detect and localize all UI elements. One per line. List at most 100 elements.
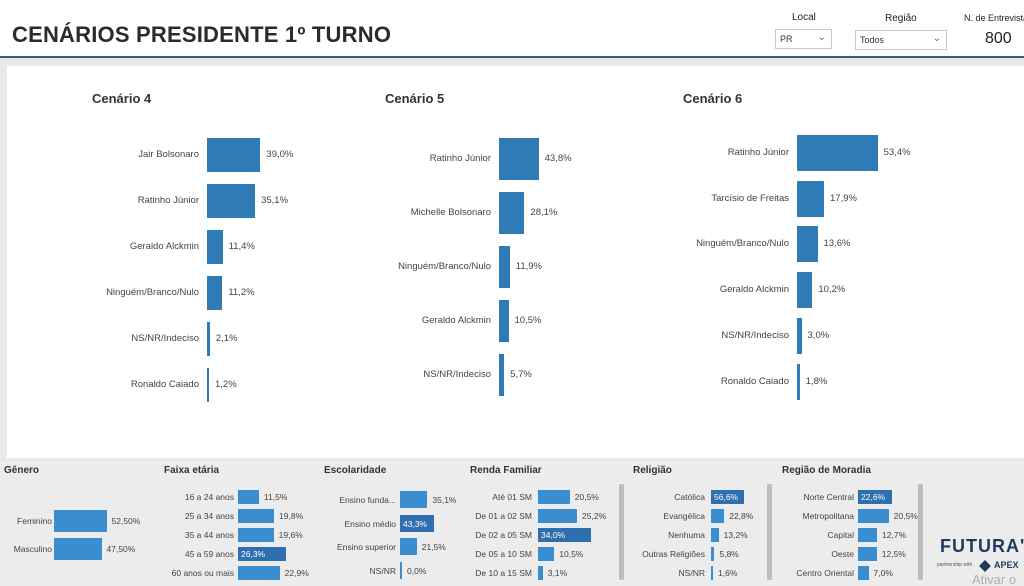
- row-de-05-a-10-sm[interactable]: De 05 a 10 SM 10,5%: [470, 547, 620, 561]
- row-bar: [538, 490, 570, 504]
- row-de-02-a-05-sm[interactable]: De 02 a 05 SM 34,0%: [470, 528, 620, 542]
- row-ensino-superior[interactable]: Ensino superior 21,5%: [324, 538, 464, 555]
- row-value: 12,5%: [881, 549, 906, 559]
- row-norte-central[interactable]: Norte Central 22,6%: [782, 490, 922, 504]
- row-16-a-24-anos[interactable]: 16 a 24 anos 11,5%: [164, 490, 319, 504]
- row-bar: [711, 509, 725, 523]
- row-value: 19,6%: [278, 530, 303, 540]
- bar-value-ronaldo-caiado: 1,2%: [215, 379, 237, 390]
- row-de-01-a-02-sm[interactable]: De 01 a 02 SM 25,2%: [470, 509, 620, 523]
- row-feminino[interactable]: Feminino 52,50%: [4, 510, 154, 532]
- bar-ronaldo-caiado[interactable]: [207, 368, 209, 402]
- scenario-5-chart: Cenário 5 Ratinho Júnior 43,8% Michelle Bol…: [7, 66, 627, 458]
- bar-tarcisio-de-freitas[interactable]: [797, 181, 825, 217]
- bar-geraldo-alckmin[interactable]: [797, 272, 813, 308]
- bar-label-ninguem-branco-nulo: Ninguém/Branco/Nulo: [696, 238, 789, 249]
- bar-label-tarcisio-de-freitas: Tarcísio de Freitas: [711, 193, 789, 204]
- bar-value-geraldo-alckmin: 10,2%: [818, 284, 846, 295]
- row-bar: [858, 528, 878, 542]
- bar-value-ronaldo-caiado: 1,8%: [805, 376, 828, 387]
- row-label: Capital: [827, 530, 854, 540]
- bar-label-ronaldo-caiado: Ronaldo Caiado: [130, 379, 199, 390]
- row-ensino-funda[interactable]: Ensino funda... 35,1%: [324, 491, 464, 508]
- row-bar: [538, 509, 578, 523]
- row-oeste[interactable]: Oeste 12,5%: [782, 547, 922, 561]
- row-ns-nr[interactable]: NS/NR 0,0%: [324, 562, 464, 579]
- row-evangelica[interactable]: Evangélica 22,8%: [633, 509, 773, 523]
- row-bar: [400, 515, 434, 532]
- row-bar: [538, 528, 591, 542]
- row-ns-nr[interactable]: NS/NR 1,6%: [633, 566, 773, 580]
- row-60-anos-ou-mais[interactable]: 60 anos ou mais 22,9%: [164, 566, 319, 580]
- futura-logo: FUTURA': [940, 536, 1024, 556]
- bar-ratinho-junior[interactable]: [797, 135, 878, 171]
- bar-ninguem-branco-nulo[interactable]: [207, 276, 223, 310]
- row-centro-oriental[interactable]: Centro Oriental 7,0%: [782, 566, 922, 580]
- row-value: 13,2%: [723, 530, 748, 540]
- panel-title: Faixa etária: [164, 465, 220, 476]
- bar-label-ronaldo-caiado: Ronaldo Caiado: [720, 376, 789, 387]
- row-label: De 05 a 10 SM: [475, 549, 532, 559]
- bar-geraldo-alckmin[interactable]: [499, 300, 509, 342]
- row-ensino-medio[interactable]: Ensino médio 43,3%: [324, 515, 464, 532]
- row-label: NS/NR: [369, 565, 396, 576]
- bar-value-geraldo-alckmin: 11,4%: [228, 241, 255, 252]
- row-bar: [538, 547, 555, 561]
- row-value: 7,0%: [873, 568, 893, 578]
- renda-scrollbar[interactable]: [619, 484, 624, 580]
- bar-value-ninguem-branco-nulo: 11,9%: [515, 261, 542, 272]
- row-bar: [238, 547, 286, 561]
- row-bar: [538, 566, 543, 580]
- scenarios-panel: Cenário 4 Jair Bolsonaro 39,0% Ratinho Júni…: [7, 66, 1024, 458]
- bar-ns-nr-indeciso[interactable]: [499, 354, 505, 396]
- row-label: Metropolitana: [802, 511, 854, 521]
- panel-title: Renda Familiar: [470, 465, 542, 476]
- row-de-10-a-15-sm[interactable]: De 10 a 15 SM 3,1%: [470, 566, 620, 580]
- row-label: Outras Religiões: [642, 549, 705, 559]
- row-label: Feminino: [17, 516, 52, 526]
- regiao-filter-dropdown[interactable]: Todos ⌄: [855, 30, 947, 50]
- row-45-a-59-anos[interactable]: 45 a 59 anos 26,3%: [164, 547, 319, 561]
- row-25-a-34-anos[interactable]: 25 a 34 anos 19,8%: [164, 509, 319, 523]
- row-catolica[interactable]: Católica 56,6%: [633, 490, 773, 504]
- row-label: Norte Central: [803, 492, 854, 502]
- bar-ronaldo-caiado[interactable]: [797, 364, 800, 400]
- row-metropolitana[interactable]: Metropolitana 20,5%: [782, 509, 922, 523]
- row-nenhuma[interactable]: Nenhuma 13,2%: [633, 528, 773, 542]
- bar-michelle-bolsonaro[interactable]: [499, 192, 525, 234]
- bar-value-ratinho-junior: 35,1%: [261, 195, 289, 206]
- local-filter-label: Local: [792, 12, 816, 23]
- bar-geraldo-alckmin[interactable]: [207, 230, 223, 264]
- bar-ninguem-branco-nulo[interactable]: [797, 226, 818, 262]
- row-value: 10,5%: [559, 549, 584, 559]
- row-capital[interactable]: Capital 12,7%: [782, 528, 922, 542]
- activation-watermark: Ativar o: [972, 572, 1017, 586]
- local-filter-dropdown[interactable]: PR ⌄: [775, 29, 832, 49]
- row-value: 3,1%: [547, 568, 568, 578]
- row-bar: [858, 547, 877, 561]
- bar-ratinho-junior[interactable]: [499, 138, 539, 180]
- row-bar: [711, 547, 715, 561]
- row-label: NS/NR: [678, 568, 705, 578]
- panel-title: Gênero: [4, 465, 40, 476]
- row-value: 11,5%: [263, 492, 288, 502]
- bar-label-ratinho-junior: Ratinho Júnior: [137, 195, 199, 206]
- religiao-scrollbar[interactable]: [767, 484, 772, 580]
- bar-jair-bolsonaro[interactable]: [207, 138, 261, 172]
- bar-ns-nr-indeciso[interactable]: [797, 318, 802, 354]
- bar-ninguem-branco-nulo[interactable]: [499, 246, 510, 288]
- bar-ratinho-junior[interactable]: [207, 184, 256, 218]
- bar-label-jair-bolsonaro: Jair Bolsonaro: [138, 149, 199, 160]
- bar-label-geraldo-alckmin: Geraldo Alckmin: [129, 241, 199, 252]
- row-masculino[interactable]: Masculino 47,50%: [4, 538, 154, 560]
- row-35-a-44-anos[interactable]: 35 a 44 anos 19,6%: [164, 528, 319, 542]
- row-ate-01-sm[interactable]: Até 01 SM 20,5%: [470, 490, 620, 504]
- bar-ns-nr-indeciso[interactable]: [207, 322, 210, 356]
- panel-title: Escolaridade: [324, 465, 387, 476]
- row-label: Masculino: [13, 544, 52, 554]
- bar-value-jair-bolsonaro: 39,0%: [266, 149, 294, 160]
- regiao-scrollbar[interactable]: [918, 484, 923, 580]
- row-bar: [711, 490, 744, 504]
- bar-value-ninguem-branco-nulo: 11,2%: [228, 287, 255, 298]
- row-outras-religioes[interactable]: Outras Religiões 5,8%: [633, 547, 773, 561]
